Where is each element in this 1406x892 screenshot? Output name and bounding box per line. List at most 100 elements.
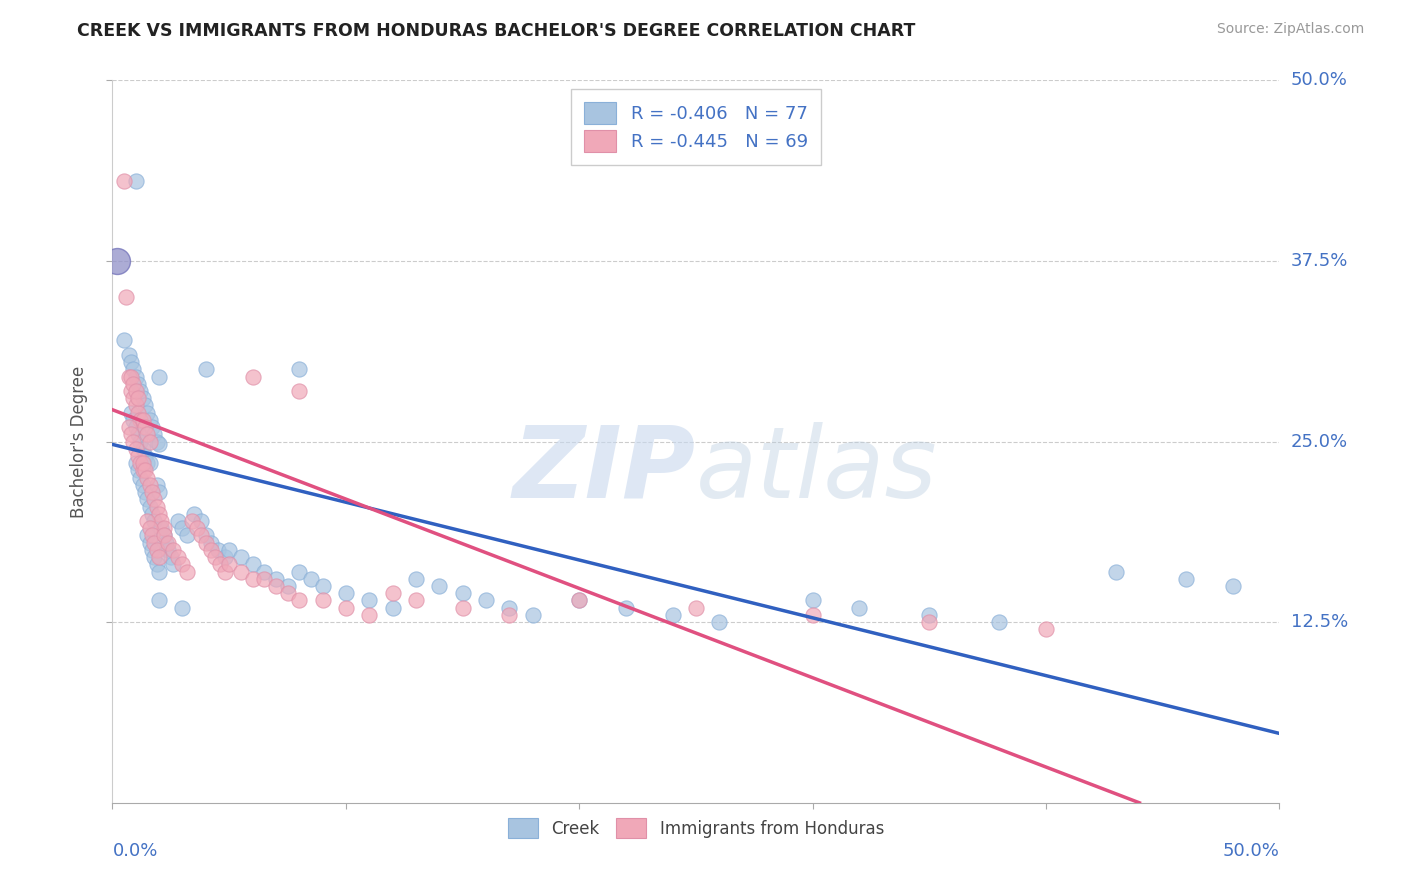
Point [146, 434, 169, 449]
Point [190, 528, 212, 542]
Point [136, 406, 159, 420]
Point [148, 565, 170, 579]
Point [183, 507, 205, 521]
Point [288, 362, 311, 376]
Point [801, 607, 824, 622]
Point [105, 253, 128, 268]
Point [146, 478, 169, 492]
Text: ZIP: ZIP [513, 422, 696, 519]
Point [134, 398, 156, 412]
Point [162, 558, 184, 572]
Point [1035, 623, 1057, 637]
Point [115, 290, 138, 304]
Point [176, 565, 198, 579]
Point [122, 434, 145, 449]
Point [1105, 565, 1128, 579]
Point [709, 615, 731, 630]
Point [214, 565, 236, 579]
Point [125, 174, 148, 188]
Point [143, 535, 166, 549]
Point [122, 413, 145, 427]
Point [200, 542, 222, 557]
Point [148, 507, 170, 521]
Point [288, 565, 311, 579]
Point [125, 398, 148, 412]
Point [153, 521, 176, 535]
Point [143, 427, 166, 442]
Point [218, 542, 240, 557]
Point [139, 478, 162, 492]
Point [143, 550, 166, 565]
Point [190, 514, 212, 528]
Point [311, 579, 333, 593]
Point [614, 600, 637, 615]
Text: 12.5%: 12.5% [1291, 613, 1348, 632]
Point [148, 485, 170, 500]
Point [918, 607, 941, 622]
Point [129, 470, 152, 484]
Point [132, 463, 155, 477]
Point [136, 528, 159, 542]
Point [143, 492, 166, 507]
Text: 37.5%: 37.5% [1291, 252, 1348, 270]
Point [146, 558, 169, 572]
Point [160, 550, 183, 565]
Point [136, 427, 159, 442]
Point [242, 572, 264, 586]
Point [153, 528, 176, 542]
Point [451, 600, 474, 615]
Point [276, 579, 298, 593]
Point [136, 514, 159, 528]
Text: atlas: atlas [696, 422, 938, 519]
Point [127, 449, 149, 463]
Point [120, 406, 142, 420]
Point [264, 579, 287, 593]
Point [125, 384, 148, 398]
Point [848, 600, 870, 615]
Point [134, 449, 156, 463]
Legend: Creek, Immigrants from Honduras: Creek, Immigrants from Honduras [502, 812, 890, 845]
Point [200, 535, 222, 549]
Point [568, 593, 591, 607]
Point [136, 492, 159, 507]
Point [132, 413, 155, 427]
Point [276, 586, 298, 600]
Point [405, 572, 427, 586]
Point [120, 384, 142, 398]
Point [118, 348, 141, 362]
Point [253, 565, 276, 579]
Point [129, 456, 152, 470]
Point [988, 615, 1011, 630]
Text: 25.0%: 25.0% [1291, 433, 1348, 450]
Point [139, 413, 162, 427]
Point [141, 528, 163, 542]
Point [127, 463, 149, 477]
Point [194, 362, 217, 376]
Point [132, 456, 155, 470]
Point [568, 593, 591, 607]
Point [359, 593, 381, 607]
Point [335, 586, 357, 600]
Point [166, 550, 188, 565]
Point [146, 542, 169, 557]
Point [129, 434, 152, 449]
Point [335, 600, 357, 615]
Point [134, 485, 156, 500]
Point [229, 550, 252, 565]
Point [498, 607, 520, 622]
Point [118, 369, 141, 384]
Point [194, 535, 217, 549]
Point [299, 572, 322, 586]
Point [264, 572, 287, 586]
Point [143, 514, 166, 528]
Point [141, 485, 163, 500]
Text: 0.0%: 0.0% [112, 842, 157, 860]
Point [1175, 572, 1198, 586]
Point [172, 600, 194, 615]
Point [127, 406, 149, 420]
Point [129, 384, 152, 398]
Point [139, 434, 162, 449]
Point [214, 550, 236, 565]
Point [148, 437, 170, 451]
Point [204, 550, 226, 565]
